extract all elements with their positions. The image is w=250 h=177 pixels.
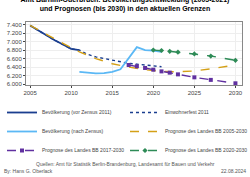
svg-text:2015: 2015 <box>106 90 120 96</box>
svg-text:6.200: 6.200 <box>7 73 23 79</box>
svg-text:2020: 2020 <box>147 90 161 96</box>
svg-text:Bevölkerung (vor Zensus 2011): Bevölkerung (vor Zensus 2011) <box>42 109 112 115</box>
svg-text:Quellen: Amt für Statistik Ber: Quellen: Amt für Statistik Berlin-Brande… <box>36 161 215 167</box>
svg-text:7.200: 7.200 <box>7 30 23 36</box>
svg-text:Einwohnerfest 2011: Einwohnerfest 2011 <box>165 109 209 115</box>
svg-text:Amt Barnim-Oderbruch: Bevölker: Amt Barnim-Oderbruch: Bevölkerungsentwic… <box>21 0 230 13</box>
svg-text:Prognose des Landes BB 2005-20: Prognose des Landes BB 2005-2030 <box>165 128 247 134</box>
svg-text:2005: 2005 <box>23 90 37 96</box>
svg-text:Bevölkerung (nach Zensus): Bevölkerung (nach Zensus) <box>42 128 103 134</box>
svg-text:6.400: 6.400 <box>7 64 23 70</box>
svg-text:By: Hans G. Oberlack: By: Hans G. Oberlack <box>4 168 53 174</box>
svg-text:6.800: 6.800 <box>7 47 23 53</box>
svg-text:Prognose des Landes BB 2020-20: Prognose des Landes BB 2020-2030 <box>165 147 247 153</box>
svg-text:2030: 2030 <box>229 90 243 96</box>
svg-text:2010: 2010 <box>64 90 78 96</box>
svg-text:6.000: 6.000 <box>7 81 23 87</box>
svg-text:2025: 2025 <box>188 90 202 96</box>
svg-text:22.08.2024: 22.08.2024 <box>221 168 246 174</box>
svg-text:6.600: 6.600 <box>7 56 23 62</box>
svg-text:7.400: 7.400 <box>7 22 23 28</box>
svg-text:Prognose des Landes BB 2017-20: Prognose des Landes BB 2017-2030 <box>42 147 124 153</box>
svg-text:7.000: 7.000 <box>7 39 23 45</box>
